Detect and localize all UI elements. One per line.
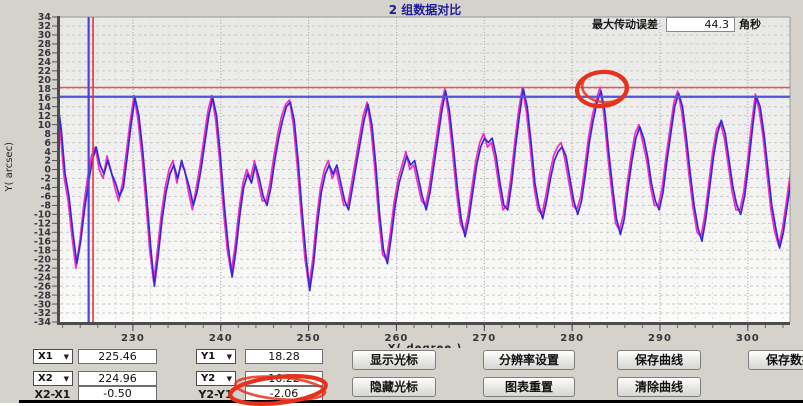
svg-text:230: 230 [121,333,145,344]
svg-text:22: 22 [38,66,51,77]
svg-text:-26: -26 [34,281,52,292]
svg-text:-6: -6 [40,192,51,203]
y2-selector-label: Y2 [201,373,216,384]
x1-selector[interactable]: X1 ▼ [33,349,73,364]
svg-text:10: 10 [38,120,52,131]
svg-text:4: 4 [44,147,51,158]
svg-text:300: 300 [736,333,760,344]
chevron-down-icon: ▼ [226,352,232,361]
svg-text:12: 12 [38,111,51,122]
svg-text:-12: -12 [34,219,51,230]
svg-text:-28: -28 [34,290,52,301]
chevron-down-icon: ▼ [63,374,69,383]
chart-reset-button[interactable]: 图表重置 [483,377,575,397]
chart-plot[interactable]: 3432302826242220181614121086420-2-4-6-8-… [0,0,803,348]
x1-value-field[interactable] [78,349,157,364]
svg-text:6: 6 [44,138,51,149]
svg-text:18: 18 [38,84,52,95]
max-error-field[interactable] [666,16,735,32]
svg-text:-20: -20 [34,254,52,265]
svg-text:-24: -24 [34,272,52,283]
svg-text:270: 270 [472,333,496,344]
svg-text:260: 260 [385,333,409,344]
svg-text:-30: -30 [34,299,52,310]
chevron-down-icon: ▼ [226,374,232,383]
resolution-settings-button[interactable]: 分辨率设置 [483,350,575,370]
page-title: 2 组数据对比 [388,3,462,17]
svg-text:-18: -18 [34,245,52,256]
x2-x1-value-field[interactable] [78,386,157,401]
svg-text:-34: -34 [34,317,52,328]
svg-text:2: 2 [44,156,51,167]
svg-text:30: 30 [38,30,52,41]
x2-selector[interactable]: X2 ▼ [33,371,73,386]
svg-text:X( degree ): X( degree ) [388,343,462,348]
svg-text:240: 240 [209,333,233,344]
svg-text:16: 16 [38,93,52,104]
hide-cursor-button[interactable]: 隐藏光标 [352,377,436,397]
bottom-divider [19,400,803,403]
y2-y1-value-field[interactable] [245,386,323,401]
y1-value-field[interactable] [245,349,323,364]
max-error-unit: 角秒 [739,18,761,31]
svg-text:34: 34 [38,12,52,23]
svg-text:20: 20 [38,75,52,86]
save-curve-button[interactable]: 保存曲线 [617,350,701,370]
x2-x1-label: X2-X1 [34,388,71,401]
y2-y1-label: Y2-Y1 [198,388,233,401]
x2-value-field[interactable] [78,371,157,386]
svg-text:-16: -16 [34,236,52,247]
y1-selector-label: Y1 [201,351,216,362]
show-cursor-button[interactable]: 显示光标 [352,350,436,370]
y1-selector[interactable]: Y1 ▼ [196,349,236,364]
x1-selector-label: X1 [38,351,53,362]
svg-text:28: 28 [38,39,52,50]
svg-text:Y( arcsec): Y( arcsec) [4,142,15,193]
svg-text:32: 32 [38,21,51,32]
bottom-edge [0,403,803,406]
svg-text:290: 290 [648,333,672,344]
chevron-down-icon: ▼ [63,352,69,361]
svg-text:26: 26 [38,48,52,59]
clear-curve-button[interactable]: 清除曲线 [617,377,701,397]
svg-text:-32: -32 [34,308,51,319]
svg-text:280: 280 [560,333,584,344]
x2-selector-label: X2 [38,373,53,384]
svg-text:-4: -4 [40,183,51,194]
max-error-label: 最大传动误差 [592,18,658,31]
svg-text:14: 14 [38,102,52,113]
svg-text:-10: -10 [34,210,52,221]
y2-selector[interactable]: Y2 ▼ [196,371,236,386]
svg-text:-14: -14 [34,227,52,238]
svg-text:-8: -8 [40,201,51,212]
svg-text:250: 250 [297,333,321,344]
svg-text:-2: -2 [40,174,51,185]
svg-text:-22: -22 [34,263,51,274]
svg-text:8: 8 [44,129,51,140]
svg-text:0: 0 [44,165,51,176]
max-error-panel: 最大传动误差 角秒 [592,16,761,32]
save-data-button[interactable]: 保存数据 [748,350,803,370]
svg-text:24: 24 [38,57,52,68]
y2-value-field[interactable] [245,371,323,386]
